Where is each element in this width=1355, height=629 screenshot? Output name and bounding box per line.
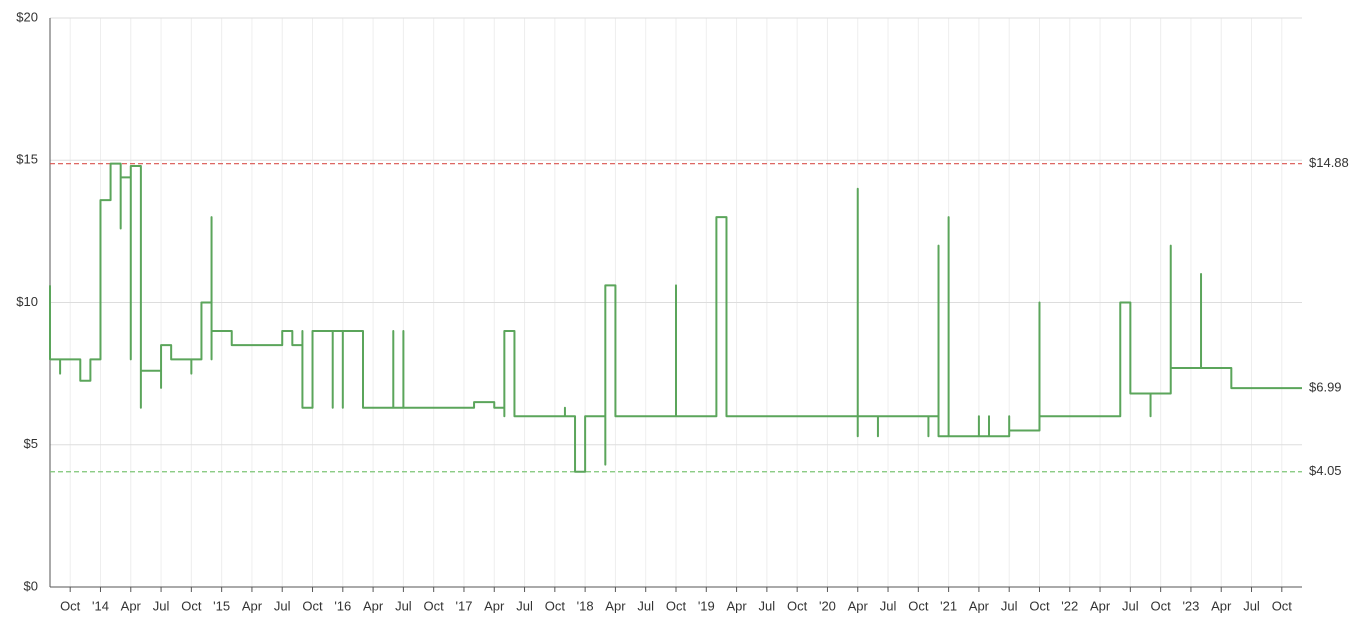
x-tick-label: Jul bbox=[1001, 598, 1018, 613]
x-tick-label: Jul bbox=[153, 598, 170, 613]
x-tick-label: '20 bbox=[819, 598, 836, 613]
x-tick-label: Apr bbox=[969, 598, 990, 613]
x-tick-label: Apr bbox=[121, 598, 142, 613]
x-tick-label: Jul bbox=[1122, 598, 1139, 613]
x-tick-label: '23 bbox=[1182, 598, 1199, 613]
x-tick-label: Apr bbox=[605, 598, 626, 613]
y-tick-label: $20 bbox=[16, 9, 38, 24]
x-tick-label: Apr bbox=[848, 598, 869, 613]
x-tick-label: Oct bbox=[60, 598, 81, 613]
x-tick-label: Apr bbox=[1090, 598, 1111, 613]
price-line bbox=[49, 162, 1302, 473]
x-tick-label: Oct bbox=[545, 598, 566, 613]
y-tick-label: $10 bbox=[16, 294, 38, 309]
x-tick-label: Oct bbox=[302, 598, 323, 613]
x-tick-label: Oct bbox=[181, 598, 202, 613]
x-tick-label: Apr bbox=[242, 598, 263, 613]
x-tick-label: Jul bbox=[1243, 598, 1260, 613]
x-tick-label: '14 bbox=[92, 598, 109, 613]
x-tick-label: Jul bbox=[274, 598, 291, 613]
reference-label: $14.88 bbox=[1309, 155, 1349, 170]
y-tick-label: $0 bbox=[24, 578, 38, 593]
x-tick-label: '19 bbox=[698, 598, 715, 613]
x-tick-label: Oct bbox=[666, 598, 687, 613]
x-tick-label: Jul bbox=[395, 598, 412, 613]
x-tick-label: Jul bbox=[637, 598, 654, 613]
current-price-label: $6.99 bbox=[1309, 380, 1342, 395]
x-tick-label: Oct bbox=[1151, 598, 1172, 613]
y-tick-label: $15 bbox=[16, 152, 38, 167]
x-tick-label: Oct bbox=[787, 598, 808, 613]
x-tick-label: '15 bbox=[213, 598, 230, 613]
x-tick-label: Oct bbox=[908, 598, 929, 613]
x-tick-label: Oct bbox=[424, 598, 445, 613]
reference-label: $4.05 bbox=[1309, 463, 1342, 478]
x-tick-label: Oct bbox=[1029, 598, 1050, 613]
x-tick-label: '22 bbox=[1061, 598, 1078, 613]
x-tick-label: Apr bbox=[363, 598, 384, 613]
x-tick-label: '16 bbox=[334, 598, 351, 613]
x-tick-label: Jul bbox=[759, 598, 776, 613]
x-tick-label: Oct bbox=[1272, 598, 1293, 613]
x-tick-label: Apr bbox=[484, 598, 505, 613]
x-tick-label: Apr bbox=[726, 598, 747, 613]
x-tick-label: Jul bbox=[880, 598, 897, 613]
x-tick-label: '21 bbox=[940, 598, 957, 613]
x-tick-label: Jul bbox=[516, 598, 533, 613]
x-tick-label: '17 bbox=[455, 598, 472, 613]
x-tick-label: '18 bbox=[577, 598, 594, 613]
y-tick-label: $5 bbox=[24, 436, 38, 451]
x-tick-label: Apr bbox=[1211, 598, 1232, 613]
